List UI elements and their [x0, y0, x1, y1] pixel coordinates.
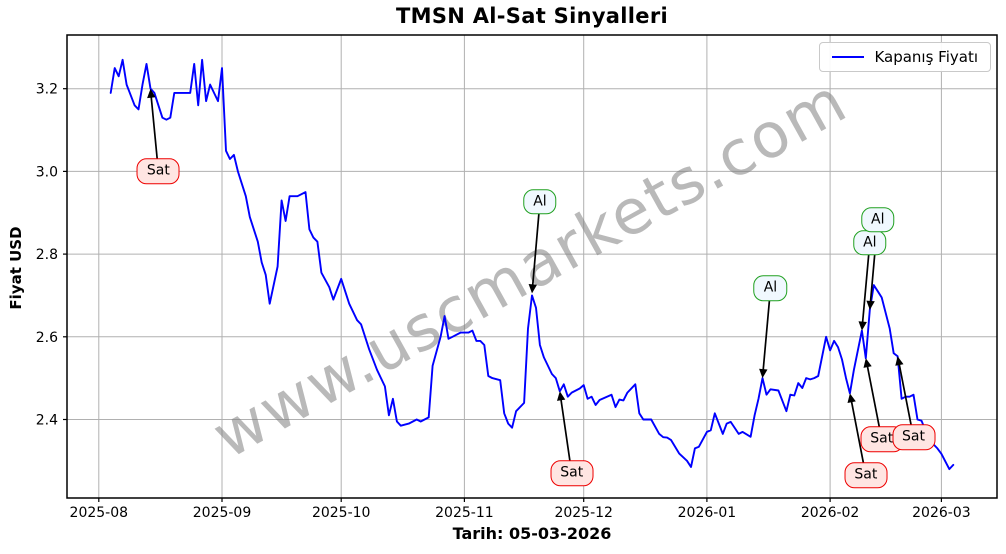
x-tick-label: 2025-11	[435, 505, 494, 521]
x-tick-label: 2026-02	[801, 505, 860, 521]
signal-arrowhead	[557, 391, 566, 401]
y-tick-label: 2.8	[36, 247, 58, 263]
signal-arrowhead	[866, 300, 875, 310]
price-line	[109, 58, 955, 471]
x-axis-label: Tarih: 05-03-2026	[452, 524, 612, 543]
signal-label-sat: Sat	[550, 460, 594, 486]
y-tick-label: 2.4	[36, 413, 58, 429]
y-tick-label: 2.6	[36, 330, 58, 346]
y-tick-label: 3.2	[36, 82, 58, 98]
signal-arrow	[762, 288, 772, 372]
signal-arrowhead	[863, 358, 872, 368]
signal-label-sat: Sat	[844, 462, 888, 488]
signal-label-al: Al	[523, 189, 557, 215]
chart-title: TMSN Al-Sat Sinyalleri	[396, 4, 668, 28]
signal-arrowhead	[847, 393, 856, 403]
signal-arrowhead	[528, 284, 537, 294]
y-tick-label: 3.0	[36, 164, 58, 180]
signal-label-al: Al	[853, 229, 887, 256]
x-tick-label: 2025-10	[312, 505, 371, 521]
plot-border	[66, 34, 998, 499]
watermark-text: www.uscmarkets.com	[201, 64, 859, 473]
legend-line-sample-icon	[832, 56, 865, 58]
x-tick-label: 2025-12	[554, 505, 613, 521]
signal-label-al: Al	[753, 275, 788, 302]
signal-arrowhead	[147, 88, 156, 99]
signal-arrowhead	[895, 356, 904, 366]
signal-arrowhead	[858, 321, 867, 331]
legend-entry-label: Kapanış Fiyatı	[874, 48, 978, 66]
signal-arrowhead	[759, 368, 768, 379]
x-tick-label: 2025-08	[70, 505, 129, 521]
signal-label-al: Al	[861, 207, 895, 233]
y-axis-label: Fiyat USD	[7, 226, 25, 310]
signal-arrow	[861, 242, 871, 324]
signal-label-sat: Sat	[136, 158, 180, 185]
x-tick-label: 2026-03	[912, 505, 971, 521]
x-tick-label: 2025-09	[193, 505, 252, 521]
x-tick-label: 2026-01	[678, 505, 737, 521]
legend: Kapanış Fiyatı	[819, 42, 991, 72]
signal-label-sat: Sat	[892, 424, 936, 450]
signal-arrow	[531, 201, 541, 287]
